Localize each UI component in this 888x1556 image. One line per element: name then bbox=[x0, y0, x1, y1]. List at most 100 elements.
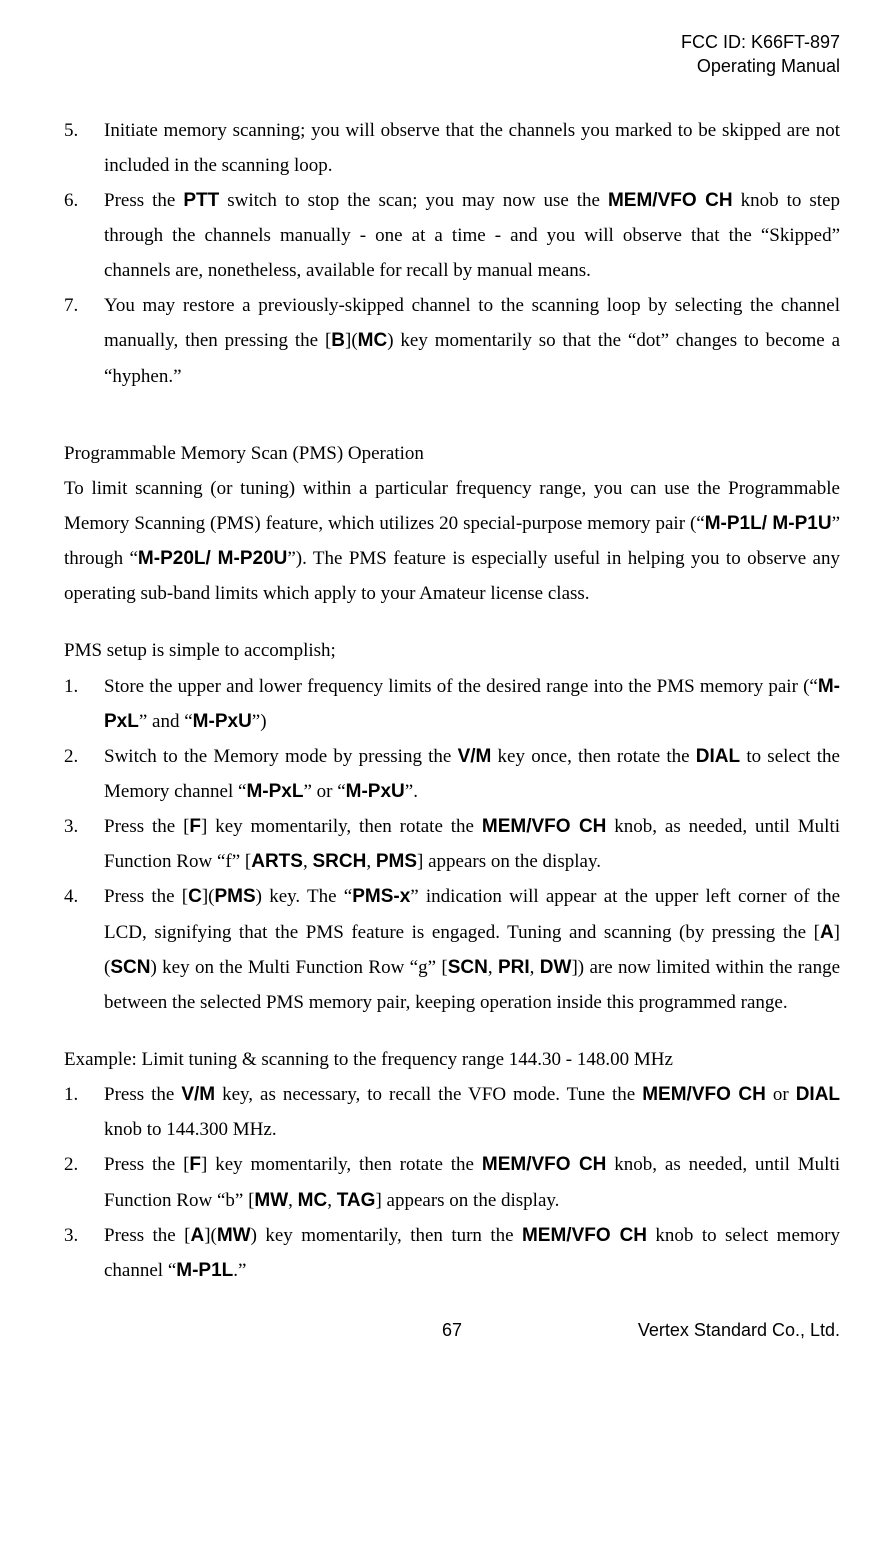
bold-term: MW bbox=[217, 1225, 251, 1246]
list-number: 2. bbox=[64, 1147, 104, 1217]
text: , bbox=[288, 1190, 298, 1211]
text: Press the [ bbox=[104, 816, 189, 837]
list-item: 1. Store the upper and lower frequency l… bbox=[64, 669, 840, 739]
list-body: Store the upper and lower frequency limi… bbox=[104, 669, 840, 739]
list-number: 1. bbox=[64, 669, 104, 739]
text: knob to 144.300 MHz. bbox=[104, 1119, 277, 1140]
header-fcc-id: FCC ID: K66FT-897 bbox=[64, 30, 840, 54]
list-item: 5. Initiate memory scanning; you will ob… bbox=[64, 113, 840, 183]
bold-term: M-PxU bbox=[193, 711, 252, 732]
text: ” or “ bbox=[303, 781, 345, 802]
text: ) key. The “ bbox=[256, 886, 353, 907]
list-body: You may restore a previously-skipped cha… bbox=[104, 288, 840, 393]
text: .” bbox=[233, 1260, 246, 1281]
text: ]( bbox=[202, 886, 215, 907]
section-heading: Programmable Memory Scan (PMS) Operation bbox=[64, 436, 840, 471]
text: ]( bbox=[204, 1225, 217, 1246]
text: , bbox=[488, 957, 498, 978]
text: ” and “ bbox=[139, 711, 193, 732]
text: ”. bbox=[405, 781, 418, 802]
bold-term: PRI bbox=[498, 957, 530, 978]
bold-term: PMS-x bbox=[352, 886, 410, 907]
list-item: 3. Press the [A](MW) key momentarily, th… bbox=[64, 1218, 840, 1288]
bold-term: MC bbox=[298, 1190, 328, 1211]
text: , bbox=[327, 1190, 337, 1211]
page-header: FCC ID: K66FT-897 Operating Manual bbox=[64, 30, 840, 79]
bold-term: MEM/VFO CH bbox=[522, 1225, 647, 1246]
text: ] key momentarily, then rotate the bbox=[201, 816, 482, 837]
bold-term: PMS bbox=[214, 886, 255, 907]
list-body: Press the [A](MW) key momentarily, then … bbox=[104, 1218, 840, 1288]
bold-term: SCN bbox=[110, 957, 150, 978]
bold-term: A bbox=[820, 922, 834, 943]
header-doc-title: Operating Manual bbox=[64, 54, 840, 78]
bold-term: SCN bbox=[448, 957, 488, 978]
paragraph: To limit scanning (or tuning) within a p… bbox=[64, 471, 840, 612]
bold-term: MEM/VFO CH bbox=[608, 190, 733, 211]
list-number: 4. bbox=[64, 879, 104, 1020]
text: ] appears on the display. bbox=[375, 1190, 559, 1211]
example-heading: Example: Limit tuning & scanning to the … bbox=[64, 1042, 840, 1077]
bold-term: MEM/VFO CH bbox=[482, 816, 607, 837]
list-number: 5. bbox=[64, 113, 104, 183]
bold-term: B bbox=[331, 330, 345, 351]
list-item: 4. Press the [C](PMS) key. The “PMS-x” i… bbox=[64, 879, 840, 1020]
bold-term: DIAL bbox=[696, 746, 740, 767]
list-item: 2. Press the [F] key momentarily, then r… bbox=[64, 1147, 840, 1217]
bold-term: MC bbox=[358, 330, 388, 351]
bold-term: MW bbox=[254, 1190, 288, 1211]
footer-company: Vertex Standard Co., Ltd. bbox=[581, 1314, 840, 1347]
text: Press the bbox=[104, 190, 183, 211]
text: ] appears on the display. bbox=[417, 851, 601, 872]
bold-term: DIAL bbox=[796, 1084, 840, 1105]
text: key once, then rotate the bbox=[491, 746, 695, 767]
text: switch to stop the scan; you may now use… bbox=[219, 190, 608, 211]
bold-term: M-P1L/ M-P1U bbox=[705, 513, 832, 534]
page-number: 67 bbox=[323, 1314, 582, 1347]
text: ]( bbox=[345, 330, 358, 351]
bold-term: SRCH bbox=[312, 851, 366, 872]
text: , bbox=[530, 957, 540, 978]
bold-term: V/M bbox=[458, 746, 492, 767]
bold-term: ARTS bbox=[251, 851, 303, 872]
list-item: 2. Switch to the Memory mode by pressing… bbox=[64, 739, 840, 809]
text: Switch to the Memory mode by pressing th… bbox=[104, 746, 458, 767]
text: Press the bbox=[104, 1084, 181, 1105]
text: ) key momentarily, then turn the bbox=[251, 1225, 522, 1246]
spacer bbox=[64, 1020, 840, 1042]
list-number: 2. bbox=[64, 739, 104, 809]
bold-term: DW bbox=[540, 957, 572, 978]
text: ”) bbox=[252, 711, 267, 732]
list-number: 7. bbox=[64, 288, 104, 393]
spacer bbox=[64, 611, 840, 633]
list-item: 7. You may restore a previously-skipped … bbox=[64, 288, 840, 393]
text: Store the upper and lower frequency limi… bbox=[104, 676, 818, 697]
list-body: Press the [C](PMS) key. The “PMS-x” indi… bbox=[104, 879, 840, 1020]
bold-term: F bbox=[189, 1154, 201, 1175]
bold-term: M-PxL bbox=[246, 781, 303, 802]
list-body: Press the V/M key, as necessary, to reca… bbox=[104, 1077, 840, 1147]
list-body: Press the [F] key momentarily, then rota… bbox=[104, 1147, 840, 1217]
bold-term: V/M bbox=[181, 1084, 215, 1105]
bold-term: MEM/VFO CH bbox=[482, 1154, 607, 1175]
bold-term: F bbox=[189, 816, 201, 837]
text: ) key on the Multi Function Row “g” [ bbox=[150, 957, 447, 978]
list-item: 3. Press the [F] key momentarily, then r… bbox=[64, 809, 840, 879]
text: ] key momentarily, then rotate the bbox=[201, 1154, 482, 1175]
list-number: 1. bbox=[64, 1077, 104, 1147]
document-page: FCC ID: K66FT-897 Operating Manual 5. In… bbox=[0, 0, 888, 1377]
text: key, as necessary, to recall the VFO mod… bbox=[215, 1084, 642, 1105]
bold-term: A bbox=[190, 1225, 204, 1246]
list-body: Press the [F] key momentarily, then rota… bbox=[104, 809, 840, 879]
paragraph: PMS setup is simple to accomplish; bbox=[64, 633, 840, 668]
text: Press the [ bbox=[104, 1225, 190, 1246]
text: Press the [ bbox=[104, 886, 188, 907]
list-body: Switch to the Memory mode by pressing th… bbox=[104, 739, 840, 809]
bold-term: M-P1L bbox=[176, 1260, 233, 1281]
bold-term: M-PxU bbox=[346, 781, 405, 802]
text: or bbox=[766, 1084, 796, 1105]
bold-term: PTT bbox=[183, 190, 219, 211]
spacer bbox=[64, 394, 840, 416]
bold-term: M-P20L/ M-P20U bbox=[138, 548, 287, 569]
bold-term: MEM/VFO CH bbox=[642, 1084, 766, 1105]
